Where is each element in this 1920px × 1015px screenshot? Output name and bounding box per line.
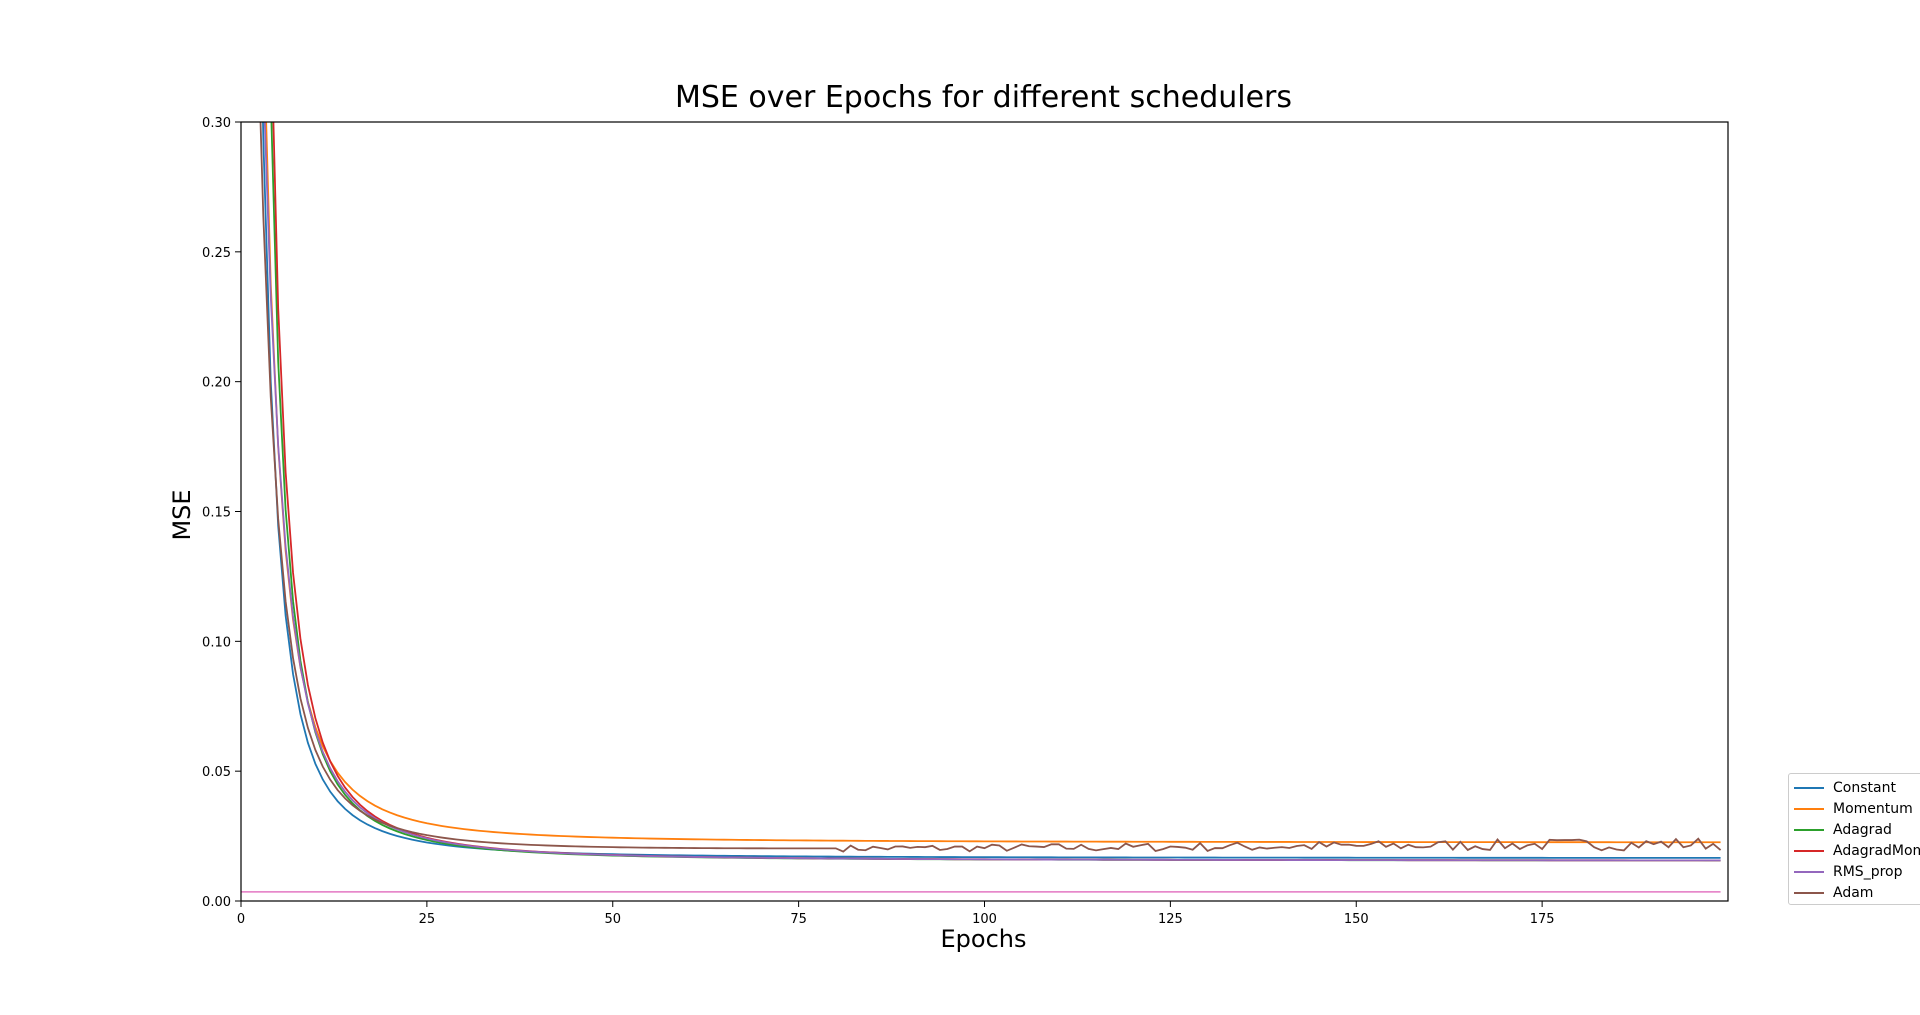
legend-label: AdagradMomentum	[1833, 843, 1920, 859]
legend-swatch	[1794, 871, 1824, 873]
legend-item-adam: Adam	[1789, 883, 1920, 903]
legend-swatch	[1794, 850, 1824, 852]
y-tick-label: 0.00	[202, 895, 231, 910]
series-line-rms_prop	[263, 122, 1721, 862]
x-tick-label: 0	[237, 912, 245, 927]
y-tick-label: 0.05	[202, 765, 231, 780]
y-tick-label: 0.15	[202, 506, 231, 521]
axes-frame	[240, 121, 1729, 902]
x-tick-label: 25	[419, 912, 436, 927]
legend-label: Momentum	[1833, 801, 1913, 817]
series-layer	[241, 122, 1722, 893]
series-line-adagradmomentum	[272, 122, 1721, 862]
legend: Constant Momentum Adagrad AdagradMomentum RM…	[1788, 773, 1920, 905]
y-tick-label: 0.10	[202, 635, 231, 650]
chart-title: MSE over Epochs for different schedulers	[674, 80, 1293, 115]
series-line-adagrad	[270, 122, 1721, 862]
x-tick-label: 50	[604, 912, 621, 927]
legend-label: RMS_prop	[1833, 864, 1903, 880]
legend-swatch	[1794, 892, 1824, 894]
legend-item-momentum: Momentum	[1789, 799, 1920, 819]
y-tick-label: 0.25	[202, 246, 231, 261]
legend-label: Constant	[1833, 780, 1896, 796]
legend-swatch	[1794, 787, 1824, 789]
x-tick-label: 175	[1530, 912, 1555, 927]
legend-item-adagradmomentum: AdagradMomentum	[1789, 841, 1920, 861]
legend-label: Adagrad	[1833, 822, 1892, 838]
x-tick-label: 125	[1158, 912, 1183, 927]
x-tick-label: 150	[1344, 912, 1369, 927]
series-line-constant	[262, 122, 1721, 859]
legend-item-constant: Constant	[1789, 778, 1920, 798]
x-ticks: 0 25 50 75 100 125 150 175	[237, 901, 1555, 927]
x-tick-label: 75	[790, 912, 807, 927]
legend-swatch	[1794, 829, 1824, 831]
series-line-momentum	[265, 122, 1721, 844]
series-line-adam	[259, 122, 1722, 853]
x-tick-label: 100	[972, 912, 997, 927]
legend-label: Adam	[1833, 885, 1874, 901]
legend-swatch	[1794, 808, 1824, 810]
legend-item-adagrad: Adagrad	[1789, 820, 1920, 840]
y-tick-label: 0.30	[202, 116, 231, 131]
legend-item-rms_prop: RMS_prop	[1789, 862, 1920, 882]
x-axis-label: Epochs	[940, 925, 1027, 953]
y-tick-label: 0.20	[202, 376, 231, 391]
y-ticks: 0.00 0.05 0.10 0.15 0.20 0.25 0.30	[202, 116, 241, 910]
y-axis-label: MSE	[168, 489, 196, 541]
